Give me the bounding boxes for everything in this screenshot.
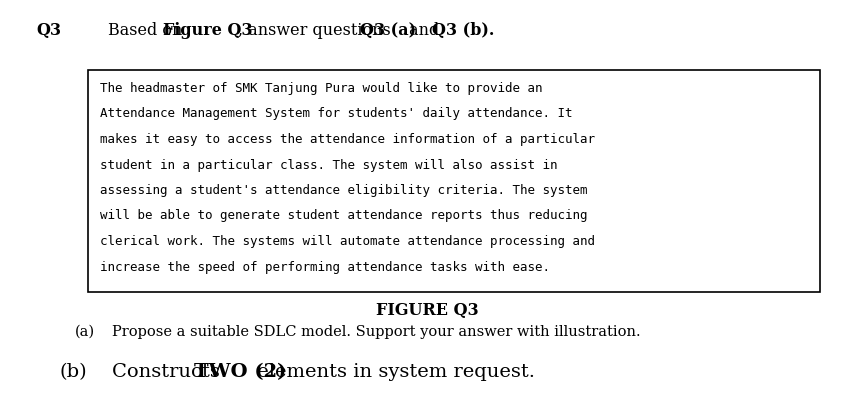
Text: Attendance Management System for students' daily attendance. It: Attendance Management System for student… xyxy=(100,108,572,121)
Text: student in a particular class. The system will also assist in: student in a particular class. The syste… xyxy=(100,158,557,171)
Text: will be able to generate student attendance reports thus reducing: will be able to generate student attenda… xyxy=(100,210,587,223)
Text: (b): (b) xyxy=(60,363,88,381)
Text: Figure Q3: Figure Q3 xyxy=(163,22,252,39)
Text: (a): (a) xyxy=(75,325,95,339)
Text: The headmaster of SMK Tanjung Pura would like to provide an: The headmaster of SMK Tanjung Pura would… xyxy=(100,82,542,95)
Text: Q3 (b).: Q3 (b). xyxy=(432,22,494,39)
Text: , answer questions: , answer questions xyxy=(238,22,396,39)
Text: clerical work. The systems will automate attendance processing and: clerical work. The systems will automate… xyxy=(100,235,595,248)
Text: FIGURE Q3: FIGURE Q3 xyxy=(375,302,478,319)
Text: increase the speed of performing attendance tasks with ease.: increase the speed of performing attenda… xyxy=(100,260,549,273)
Text: makes it easy to access the attendance information of a particular: makes it easy to access the attendance i… xyxy=(100,133,595,146)
Text: assessing a student's attendance eligibility criteria. The system: assessing a student's attendance eligibi… xyxy=(100,184,587,197)
Text: Propose a suitable SDLC model. Support your answer with illustration.: Propose a suitable SDLC model. Support y… xyxy=(112,325,640,339)
Text: TWO (2): TWO (2) xyxy=(194,363,286,381)
Bar xyxy=(88,70,819,292)
Text: Based on: Based on xyxy=(107,22,188,39)
Text: and: and xyxy=(403,22,444,39)
Text: Q3 (a): Q3 (a) xyxy=(360,22,415,39)
Text: elements in system request.: elements in system request. xyxy=(251,363,534,381)
Text: Q3: Q3 xyxy=(36,22,61,39)
Text: Constructs: Constructs xyxy=(112,363,226,381)
